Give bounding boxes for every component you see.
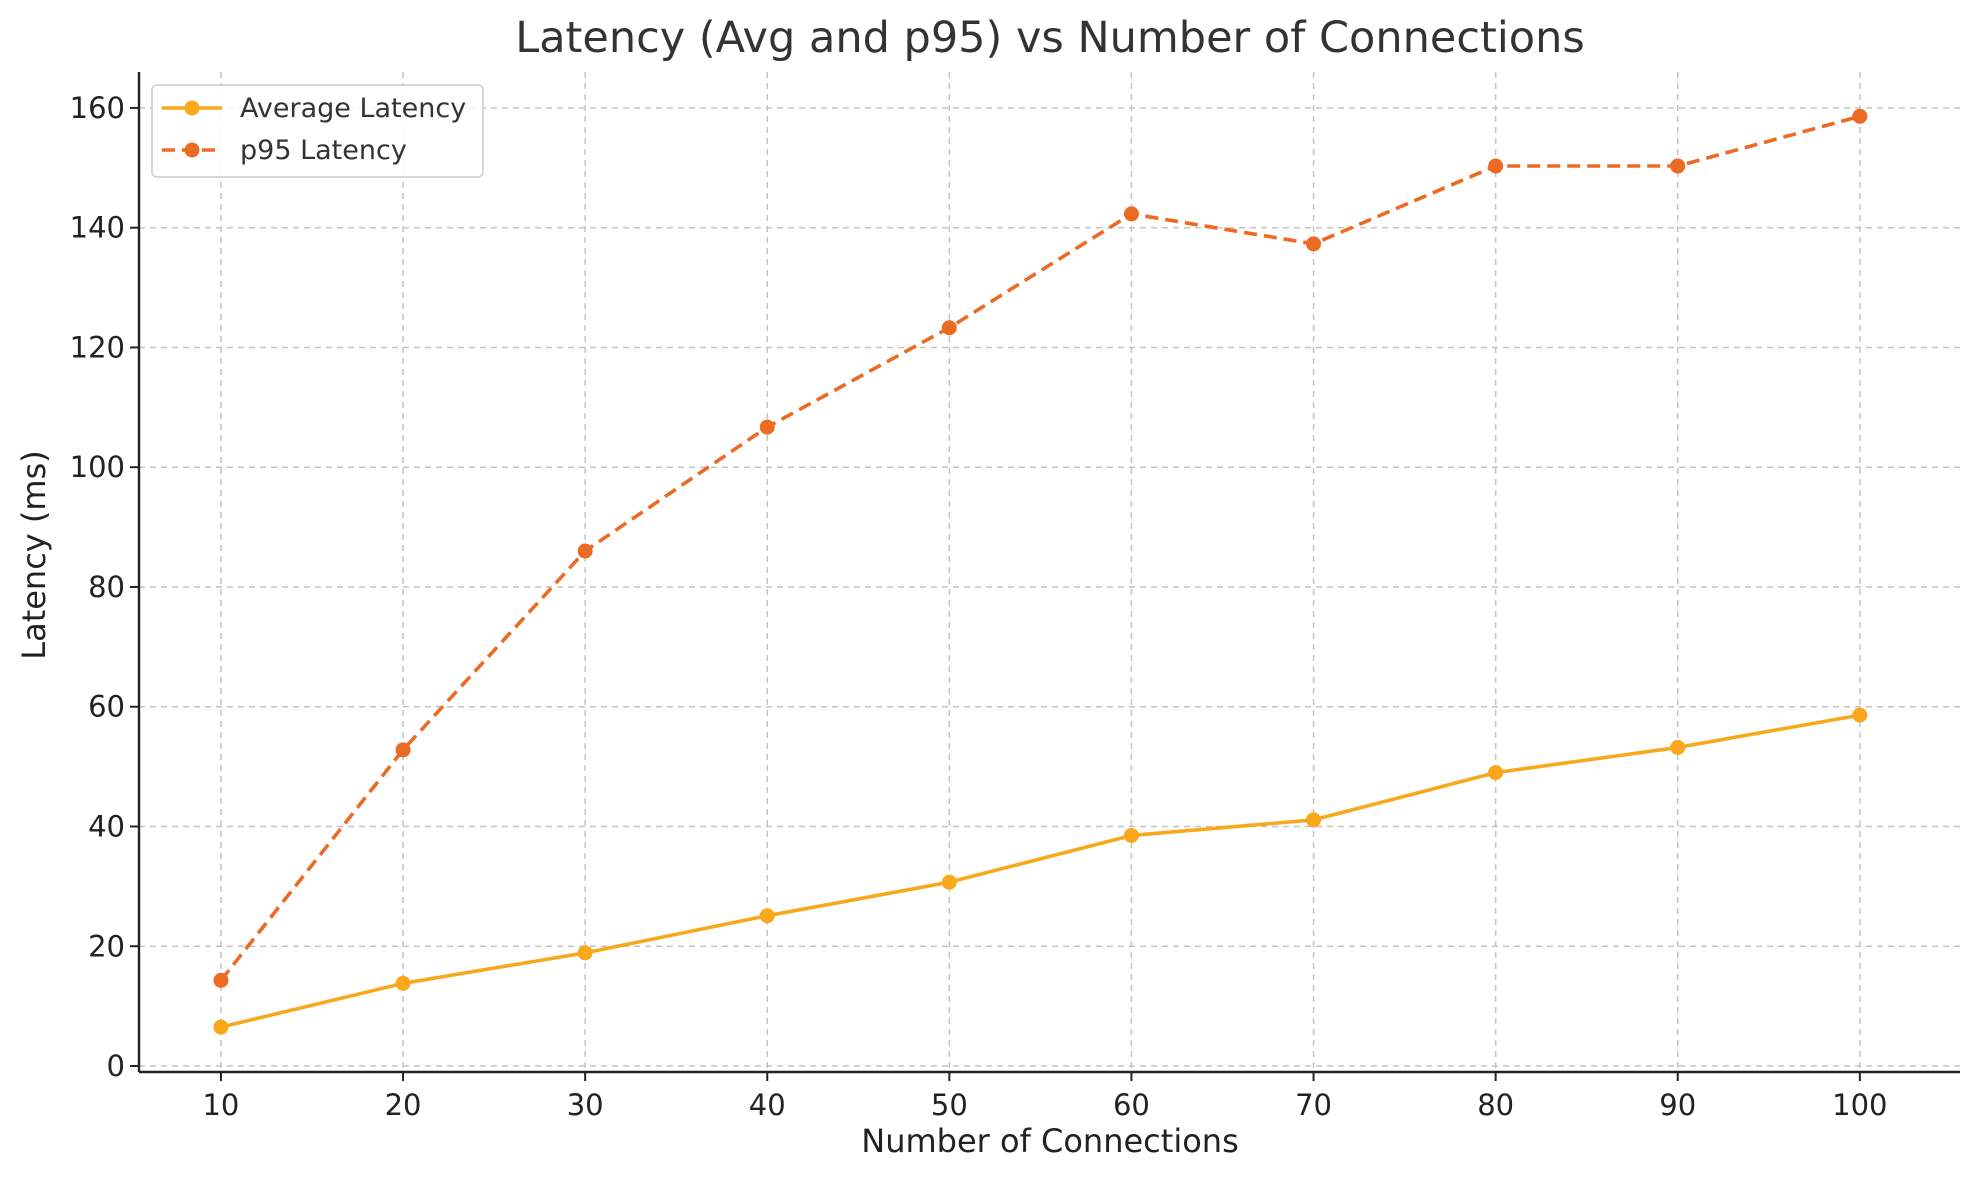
legend-label: Average Latency [240, 93, 466, 124]
data-point [941, 320, 957, 336]
data-point [577, 945, 593, 961]
y-tick-label: 40 [88, 809, 125, 843]
series-line [220, 713, 1861, 1029]
data-point [1488, 158, 1504, 174]
series-line [219, 114, 1861, 982]
x-tick-label: 20 [385, 1088, 422, 1122]
legend: Average Latency p95 Latency [151, 84, 484, 178]
data-point [1306, 812, 1322, 828]
y-tick-label: 60 [88, 690, 125, 724]
y-tick-label: 100 [70, 450, 125, 484]
series-p95-latency [213, 108, 1868, 988]
data-point [1670, 739, 1686, 755]
y-tick-label: 120 [70, 330, 125, 364]
data-point [213, 972, 229, 988]
data-point [1123, 206, 1139, 222]
x-tick-label: 70 [1295, 1088, 1332, 1122]
x-tick-label: 10 [202, 1088, 239, 1122]
data-point [1123, 827, 1139, 843]
x-axis-label: Number of Connections [861, 1122, 1238, 1160]
x-axis-ticks: 10 20 30 40 50 60 70 80 90 100 [202, 1072, 1888, 1122]
data-point [395, 742, 411, 758]
data-point [1852, 108, 1868, 124]
legend-box [151, 84, 484, 178]
x-tick-label: 90 [1659, 1088, 1696, 1122]
data-point [577, 543, 593, 559]
legend-entries: Average Latency p95 Latency [162, 93, 466, 166]
data-point [1488, 765, 1504, 781]
y-axis-label: Latency (ms) [15, 450, 53, 659]
y-tick-label: 80 [88, 570, 125, 604]
x-tick-label: 30 [567, 1088, 604, 1122]
grid-lines [139, 72, 1960, 1072]
y-axis-ticks: 0 20 40 60 80 100 120 140 160 [70, 91, 139, 1083]
y-tick-label: 20 [88, 929, 125, 963]
data-point [941, 874, 957, 890]
y-tick-label: 0 [107, 1049, 125, 1083]
legend-label: p95 Latency [240, 135, 407, 166]
chart-title: Latency (Avg and p95) vs Number of Conne… [515, 13, 1584, 63]
x-tick-label: 40 [749, 1088, 786, 1122]
legend-marker [184, 100, 200, 116]
data-series [213, 108, 1868, 1035]
data-point [759, 419, 775, 435]
data-point [1852, 707, 1868, 723]
data-point [1306, 236, 1322, 252]
data-point [759, 908, 775, 924]
x-tick-label: 80 [1477, 1088, 1514, 1122]
axes [137, 72, 1960, 1074]
x-tick-label: 100 [1832, 1088, 1887, 1122]
data-point [213, 1019, 229, 1035]
y-tick-label: 160 [70, 91, 125, 125]
x-tick-label: 60 [1113, 1088, 1150, 1122]
series-average-latency [213, 707, 1868, 1035]
data-point [395, 975, 411, 991]
x-tick-label: 50 [931, 1088, 968, 1122]
legend-marker [184, 142, 200, 158]
data-point [1670, 158, 1686, 174]
y-tick-label: 140 [70, 211, 125, 245]
